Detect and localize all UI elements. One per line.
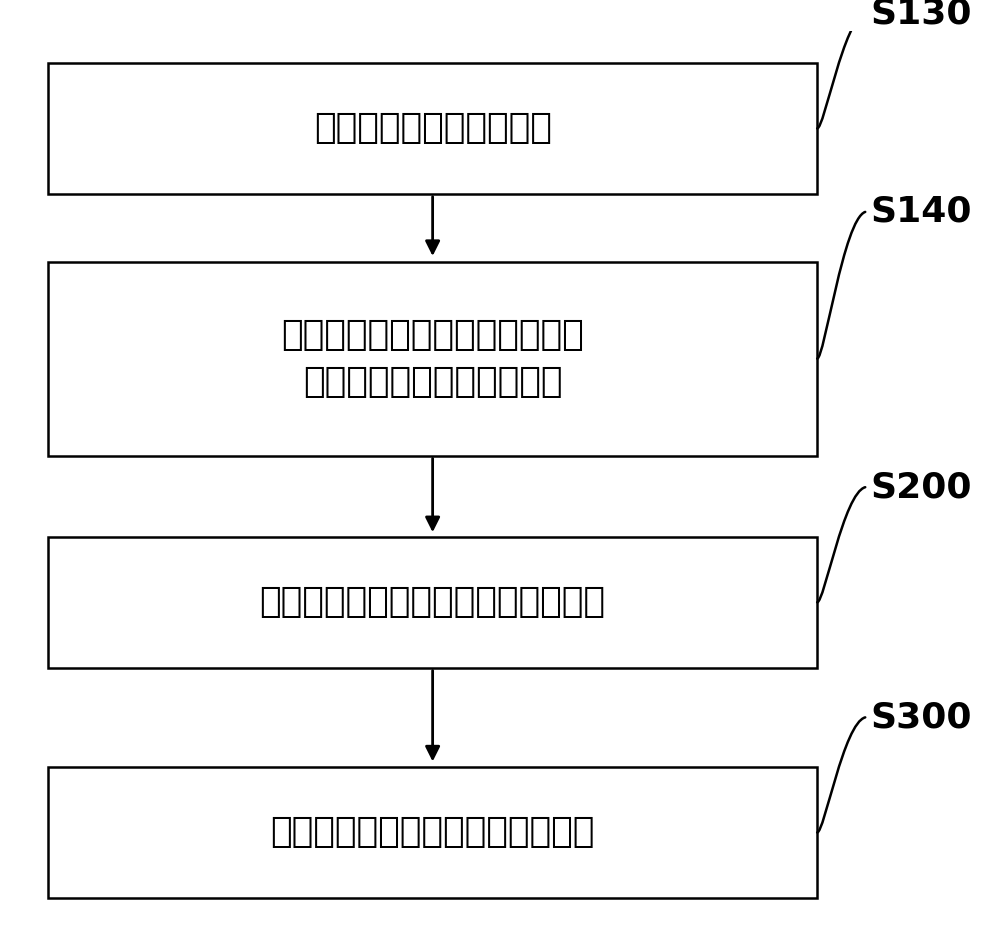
Text: S140: S140 (870, 195, 971, 229)
Text: 在天线图案远离膜片的表面形成胶层: 在天线图案远离膜片的表面形成胶层 (259, 586, 606, 619)
Text: S200: S200 (870, 470, 971, 504)
FancyBboxPatch shape (49, 767, 817, 898)
FancyBboxPatch shape (49, 63, 817, 194)
FancyBboxPatch shape (49, 262, 817, 456)
Text: 提供天线图案的丝印网版: 提供天线图案的丝印网版 (314, 111, 551, 146)
Text: 将盖板贴合在胶层远离膜片的表面: 将盖板贴合在胶层远离膜片的表面 (270, 815, 595, 849)
Text: 将导电油墨通过丝印网版印刷到
膜片的表面，形成天线图案: 将导电油墨通过丝印网版印刷到 膜片的表面，形成天线图案 (281, 318, 584, 400)
Text: S300: S300 (870, 700, 971, 734)
FancyBboxPatch shape (49, 537, 817, 668)
Text: S130: S130 (870, 0, 971, 30)
